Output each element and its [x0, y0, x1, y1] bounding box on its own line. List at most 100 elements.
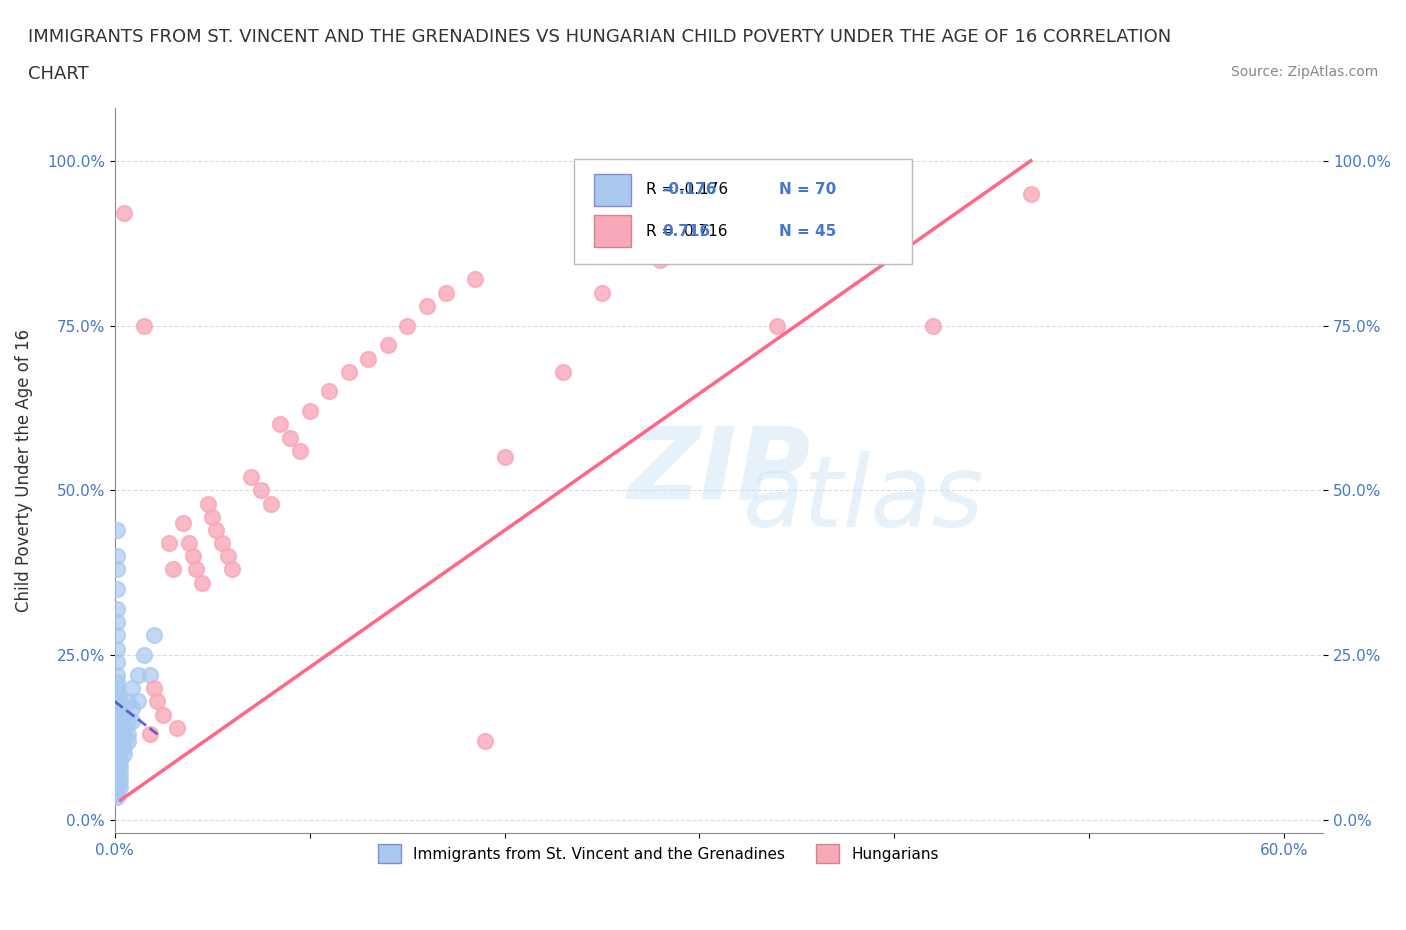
Point: [121, 713, 143, 728]
Point: [105, 737, 128, 751]
Point: [105, 700, 128, 715]
Point: [112, 740, 135, 755]
Point: [105, 694, 128, 709]
Point: [105, 681, 128, 696]
Point: [177, 536, 200, 551]
Point: [250, 483, 273, 498]
Point: [551, 365, 574, 379]
Point: [434, 286, 457, 300]
Point: [105, 655, 128, 670]
Point: [132, 318, 155, 333]
Point: [105, 628, 128, 643]
Bar: [595, 174, 631, 206]
Point: [112, 734, 135, 749]
Point: [337, 365, 360, 379]
Point: [211, 536, 233, 551]
Point: [110, 766, 132, 781]
Point: [181, 549, 204, 564]
Point: [105, 615, 128, 630]
Point: [142, 681, 165, 696]
Point: [110, 753, 132, 768]
Point: [298, 404, 321, 418]
Point: [240, 470, 263, 485]
Point: [766, 318, 789, 333]
Point: [105, 687, 128, 702]
Bar: [595, 216, 631, 247]
Point: [105, 582, 128, 597]
Point: [844, 219, 866, 234]
Legend: Immigrants from St. Vincent and the Grenadines, Hungarians: Immigrants from St. Vincent and the Gren…: [373, 838, 945, 869]
Text: R =  0.716: R = 0.716: [647, 224, 728, 239]
Text: Source: ZipAtlas.com: Source: ZipAtlas.com: [1230, 65, 1378, 79]
Point: [269, 417, 291, 432]
Text: R = -0.176: R = -0.176: [647, 181, 728, 197]
Point: [259, 496, 281, 511]
Point: [105, 720, 128, 735]
Text: 0.716: 0.716: [662, 224, 710, 239]
Point: [105, 562, 128, 577]
Point: [591, 286, 613, 300]
Point: [357, 351, 380, 365]
Point: [197, 496, 219, 511]
Point: [127, 694, 149, 709]
Text: -0.176: -0.176: [662, 181, 717, 197]
Point: [105, 786, 128, 801]
Point: [201, 510, 224, 525]
Point: [415, 299, 437, 313]
Point: [205, 523, 228, 538]
Point: [110, 773, 132, 788]
Point: [105, 707, 128, 722]
Point: [105, 674, 128, 689]
FancyBboxPatch shape: [574, 159, 912, 264]
Point: [464, 272, 486, 286]
Point: [110, 779, 132, 794]
Point: [650, 252, 672, 267]
Text: IMMIGRANTS FROM ST. VINCENT AND THE GRENADINES VS HUNGARIAN CHILD POVERTY UNDER : IMMIGRANTS FROM ST. VINCENT AND THE GREN…: [28, 28, 1171, 46]
Point: [105, 740, 128, 755]
Point: [318, 384, 340, 399]
Text: atlas: atlas: [744, 451, 984, 548]
Point: [105, 724, 128, 738]
Point: [105, 773, 128, 788]
Point: [105, 779, 128, 794]
Point: [105, 727, 128, 742]
Point: [132, 647, 155, 662]
Point: [105, 549, 128, 564]
Point: [105, 753, 128, 768]
Point: [110, 760, 132, 775]
Point: [117, 727, 139, 742]
Point: [110, 694, 132, 709]
Point: [105, 730, 128, 745]
Point: [112, 747, 135, 762]
Point: [105, 750, 128, 764]
Point: [172, 516, 194, 531]
Point: [377, 338, 399, 352]
Point: [110, 717, 132, 732]
Point: [105, 783, 128, 798]
Point: [105, 523, 128, 538]
Y-axis label: Child Poverty Under the Age of 16: Child Poverty Under the Age of 16: [15, 329, 32, 612]
Point: [121, 681, 143, 696]
Text: CHART: CHART: [28, 65, 89, 83]
Point: [217, 549, 239, 564]
Point: [112, 727, 135, 742]
Point: [152, 707, 174, 722]
Point: [166, 720, 188, 735]
Point: [146, 694, 169, 709]
Point: [105, 713, 128, 728]
Point: [1019, 186, 1042, 201]
Point: [142, 628, 165, 643]
Point: [117, 694, 139, 709]
Point: [105, 711, 128, 725]
Point: [127, 668, 149, 683]
Text: N = 70: N = 70: [779, 181, 837, 197]
Point: [117, 713, 139, 728]
Point: [395, 318, 418, 333]
Point: [162, 562, 184, 577]
Point: [494, 450, 516, 465]
Point: [105, 770, 128, 785]
Point: [110, 707, 132, 722]
Point: [105, 790, 128, 804]
Point: [112, 720, 135, 735]
Point: [105, 734, 128, 749]
